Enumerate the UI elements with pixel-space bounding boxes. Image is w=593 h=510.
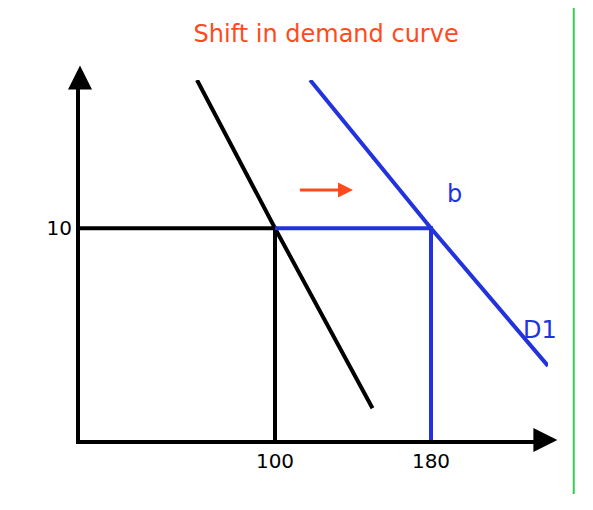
svg-text:100: 100 [256,449,294,473]
svg-text:b: b [447,180,462,208]
svg-text:10: 10 [47,216,72,240]
svg-text:Shift in demand curve: Shift in demand curve [194,20,459,48]
svg-text:180: 180 [412,449,450,473]
svg-text:D1: D1 [523,316,557,344]
